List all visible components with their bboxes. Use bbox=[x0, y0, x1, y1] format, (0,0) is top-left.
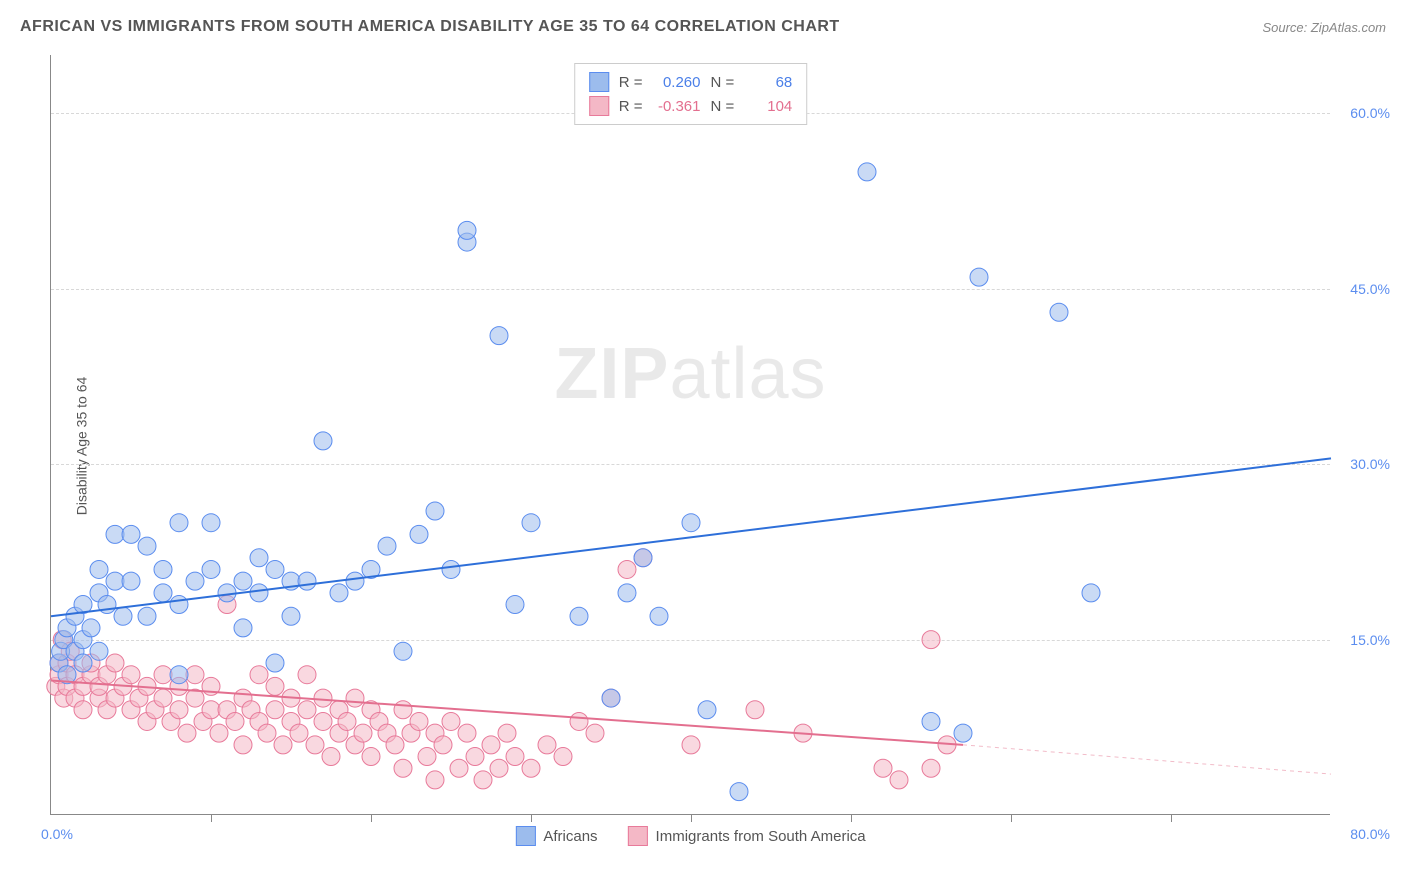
x-tick bbox=[851, 814, 852, 822]
chart-title: AFRICAN VS IMMIGRANTS FROM SOUTH AMERICA… bbox=[20, 18, 840, 36]
bottom-legend: Africans Immigrants from South America bbox=[515, 826, 865, 846]
y-tick-label: 45.0% bbox=[1350, 281, 1390, 297]
source-label: Source: ZipAtlas.com bbox=[1262, 20, 1386, 35]
legend-label-a: Africans bbox=[543, 828, 597, 845]
n-value-a: 68 bbox=[744, 74, 792, 91]
r-value-a: 0.260 bbox=[653, 74, 701, 91]
stats-legend: R = 0.260 N = 68 R = -0.361 N = 104 bbox=[574, 63, 808, 125]
x-min-label: 0.0% bbox=[41, 826, 73, 842]
legend-item-a: Africans bbox=[515, 826, 597, 846]
x-tick bbox=[1011, 814, 1012, 822]
stats-row-b: R = -0.361 N = 104 bbox=[589, 94, 793, 118]
y-tick-label: 15.0% bbox=[1350, 632, 1390, 648]
swatch-a-icon bbox=[515, 826, 535, 846]
y-tick-label: 30.0% bbox=[1350, 456, 1390, 472]
header: AFRICAN VS IMMIGRANTS FROM SOUTH AMERICA… bbox=[20, 18, 1386, 36]
legend-label-b: Immigrants from South America bbox=[656, 828, 866, 845]
y-tick-label: 60.0% bbox=[1350, 105, 1390, 121]
swatch-b bbox=[589, 96, 609, 116]
x-tick bbox=[211, 814, 212, 822]
r-value-b: -0.361 bbox=[653, 98, 701, 115]
stats-row-a: R = 0.260 N = 68 bbox=[589, 70, 793, 94]
chart-area: ZIPatlas 15.0%30.0%45.0%60.0% R = 0.260 … bbox=[50, 55, 1330, 815]
swatch-a bbox=[589, 72, 609, 92]
legend-item-b: Immigrants from South America bbox=[628, 826, 866, 846]
x-tick bbox=[371, 814, 372, 822]
n-value-b: 104 bbox=[744, 98, 792, 115]
x-tick bbox=[1171, 814, 1172, 822]
swatch-b-icon bbox=[628, 826, 648, 846]
x-max-label: 80.0% bbox=[1350, 826, 1390, 842]
scatter-plot bbox=[51, 55, 1330, 814]
x-tick bbox=[691, 814, 692, 822]
x-tick bbox=[531, 814, 532, 822]
